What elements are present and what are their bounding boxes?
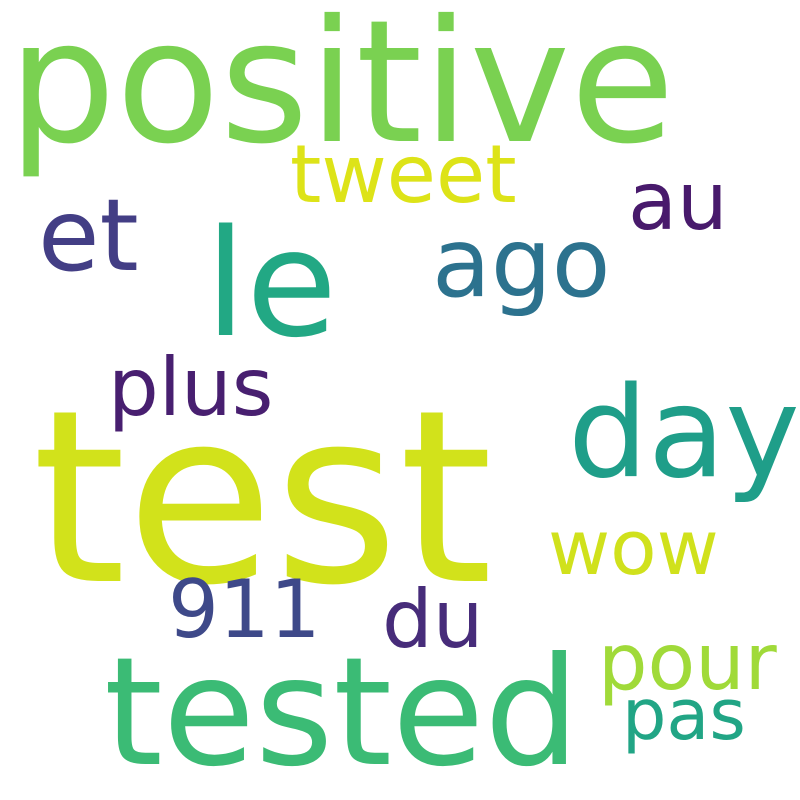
word-wow: wow [548,503,719,592]
word-le: le [205,198,338,370]
word-test: test [32,358,493,638]
word-plus: plus [108,341,274,434]
word-day: day [568,359,800,506]
word-pas: pas [622,674,746,756]
word-positive: positive [8,0,675,182]
word-au: au [628,155,728,248]
word-tweet: tweet [290,128,517,221]
word-du: du [382,573,484,666]
word-tested: tested [104,626,580,800]
word-pour: pour [598,618,777,708]
word-et: et [38,177,139,294]
word-911: 911 [168,563,321,656]
word-ago: ago [432,207,611,319]
